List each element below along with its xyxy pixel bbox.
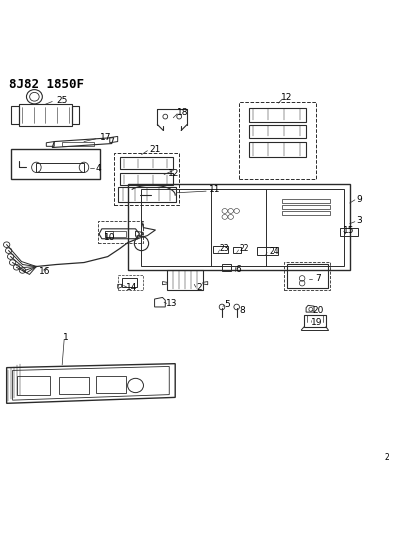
Ellipse shape (8, 254, 14, 260)
Text: 1: 1 (63, 333, 69, 342)
Text: 17: 17 (100, 133, 111, 142)
Text: 6: 6 (236, 265, 242, 274)
Text: 12: 12 (168, 169, 179, 178)
Bar (118, 275, 143, 290)
Bar (59, 377, 89, 394)
Bar (122, 278, 137, 287)
Text: 20: 20 (312, 305, 324, 314)
Bar (282, 211, 330, 215)
Bar (105, 231, 127, 237)
Text: 18: 18 (178, 108, 189, 117)
Bar (222, 264, 231, 271)
Bar (120, 157, 173, 169)
Bar (249, 125, 306, 138)
Ellipse shape (20, 268, 26, 273)
Ellipse shape (6, 248, 12, 253)
Bar (167, 270, 203, 289)
Text: 24: 24 (269, 247, 279, 256)
Bar (11, 149, 100, 179)
Bar (114, 154, 179, 205)
Text: 19: 19 (312, 318, 323, 327)
Bar (340, 229, 358, 236)
Bar (98, 221, 143, 243)
Bar (284, 262, 330, 290)
Text: 7: 7 (315, 274, 321, 283)
Text: 22: 22 (240, 244, 250, 253)
Bar (62, 142, 94, 147)
Text: 14: 14 (126, 282, 137, 292)
Bar (120, 173, 173, 185)
Bar (233, 247, 242, 253)
Text: 13: 13 (166, 299, 177, 308)
Text: 15: 15 (343, 225, 355, 235)
Bar (282, 199, 330, 203)
Text: 12: 12 (281, 93, 292, 102)
Text: 2: 2 (196, 282, 202, 292)
Bar (105, 231, 113, 237)
Bar (239, 102, 316, 179)
Text: 4: 4 (96, 164, 101, 173)
Text: 9: 9 (357, 195, 363, 204)
Text: 5: 5 (224, 300, 230, 309)
Bar (213, 246, 228, 253)
Bar (118, 187, 176, 202)
Text: 25: 25 (57, 96, 68, 105)
Text: 8: 8 (240, 305, 246, 314)
Text: 16: 16 (39, 266, 50, 276)
Bar (249, 142, 306, 157)
Bar (282, 205, 330, 209)
Bar (287, 264, 328, 288)
Text: 8J82 1850F: 8J82 1850F (9, 78, 84, 91)
Ellipse shape (4, 242, 10, 247)
Bar (249, 108, 306, 122)
Text: 3: 3 (357, 216, 363, 225)
Bar (256, 247, 278, 255)
Text: 23: 23 (220, 244, 230, 253)
Bar (304, 315, 326, 327)
Text: 10: 10 (104, 233, 115, 243)
Ellipse shape (14, 264, 20, 270)
Bar (96, 376, 126, 393)
Bar (17, 376, 50, 395)
Text: 11: 11 (209, 185, 220, 195)
Text: 21: 21 (149, 145, 160, 154)
Text: 2: 2 (384, 453, 389, 462)
Ellipse shape (10, 260, 16, 265)
